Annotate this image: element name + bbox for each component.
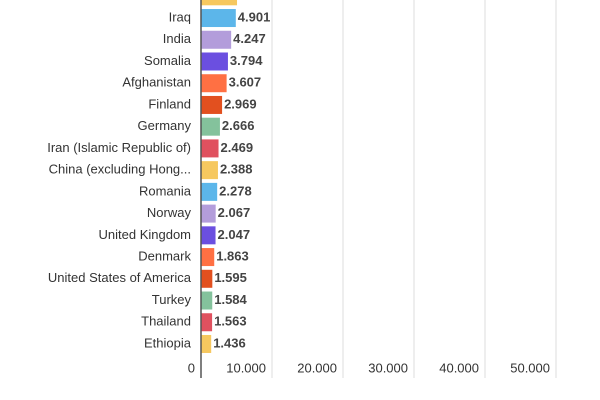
x-tick-label: 0 [188,360,195,375]
bar [201,269,213,288]
y-tick-label: Thailand [141,314,191,329]
bar [201,291,213,310]
x-tick-label: 40.000 [439,360,479,375]
bar [201,313,213,332]
value-label: 2.278 [219,183,252,198]
bar [201,117,220,136]
x-tick-label: 30.000 [368,360,408,375]
y-tick-label: Germany [138,118,192,133]
y-tick-label: Romania [139,183,192,198]
value-label: 2.666 [222,118,255,133]
y-tick-label: Finland [148,96,191,111]
value-label: 4.901 [238,9,271,24]
value-label: 3.794 [230,53,263,68]
x-tick-label: 20.000 [297,360,337,375]
bar [201,248,215,267]
value-label: 2.047 [218,227,251,242]
bar [201,161,218,180]
bar [201,204,216,223]
y-tick-label: Afghanistan [122,75,191,90]
y-tick-label: United Kingdom [99,227,192,242]
value-label: 1.595 [214,270,247,285]
bar [201,182,218,201]
value-label: 2.469 [221,140,254,155]
value-label: 3.607 [229,75,262,90]
y-tick-label: Turkey [152,292,192,307]
y-tick-label: United States of America [48,270,192,285]
bar [201,9,236,28]
y-tick-label: India [163,31,192,46]
bar [201,226,216,245]
value-label: 1.584 [214,292,247,307]
bar [201,139,219,158]
value-label: 4.247 [233,31,266,46]
bar [201,334,212,353]
bar [201,95,223,114]
value-label: 2.388 [220,162,253,177]
value-label: 2.067 [218,205,251,220]
value-label: 2.969 [224,96,257,111]
x-tick-label: 50.000 [510,360,550,375]
value-label: 1.863 [216,248,249,263]
y-tick-label: Iran (Islamic Republic of) [47,140,191,155]
x-tick-label: 10.000 [226,360,266,375]
value-label: 5.075 [239,0,272,3]
value-label: 1.436 [213,335,246,350]
y-tick-label: Denmark [138,248,191,263]
bar [201,52,228,71]
bar [201,0,238,6]
bar [201,74,227,93]
y-tick-label: Iraq [169,9,191,24]
y-tick-label: Poland [151,0,191,3]
bar [201,30,232,49]
y-tick-label: China (excluding Hong... [49,162,191,177]
y-tick-label: Somalia [144,53,192,68]
value-label: 1.563 [214,314,247,329]
y-tick-label: Norway [147,205,192,220]
y-tick-label: Ethiopia [144,335,192,350]
